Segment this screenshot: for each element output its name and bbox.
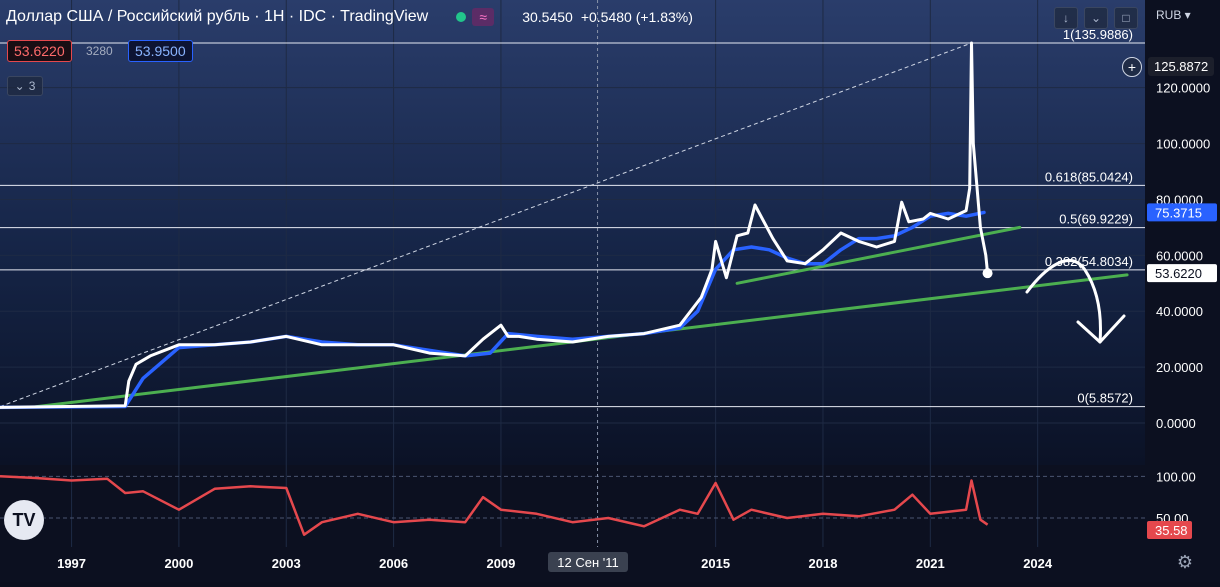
- add-alert-icon[interactable]: +: [1122, 57, 1142, 77]
- arrow-down-icon: ↓: [1063, 11, 1069, 25]
- x-tick-label: 2006: [379, 556, 408, 571]
- rsi-tick-label: 100.00: [1156, 469, 1196, 484]
- crosshair-date-label: 12 Сен '11: [548, 552, 628, 572]
- x-tick-label: 2015: [701, 556, 730, 571]
- rsi-series-line: [0, 475, 989, 536]
- spread-value: 3280: [86, 44, 113, 58]
- x-tick-label: 2024: [1023, 556, 1053, 571]
- last-price-point: [982, 268, 993, 279]
- fib-level-label: 1(135.9886): [1063, 27, 1133, 42]
- quote-value: 30.5450: [522, 9, 573, 25]
- approx-icon[interactable]: ≈: [472, 8, 495, 26]
- y-tick-label: 100.0000: [1156, 137, 1210, 152]
- rsi-value-tag: 35.58: [1155, 523, 1188, 538]
- y-tick-label: 20.0000: [1156, 360, 1203, 375]
- annotation-curve-arrow: [1025, 259, 1102, 344]
- x-tick-label: 2018: [809, 556, 838, 571]
- crosshair-price-label: 125.8872: [1148, 57, 1215, 76]
- maximize-button[interactable]: □: [1114, 7, 1138, 29]
- fib-level-label: 0(5.8572): [1077, 391, 1133, 406]
- y-tick-label: 40.0000: [1156, 304, 1203, 319]
- chart-header: Доллар США / Российский рубль · 1Н · IDC…: [6, 6, 701, 28]
- x-tick-label: 2021: [916, 556, 945, 571]
- x-tick-label: 2000: [164, 556, 193, 571]
- x-tick-label: 2003: [272, 556, 301, 571]
- price-axis-background: [1145, 0, 1220, 582]
- x-tick-label: 1997: [57, 556, 86, 571]
- market-status-icon: [456, 12, 467, 22]
- indicators-count: 3: [28, 79, 36, 93]
- annotation-arrow-head: [1076, 314, 1126, 344]
- sell-price-button[interactable]: 53.6220: [7, 40, 72, 62]
- currency-label: RUB: [1156, 8, 1182, 22]
- gear-icon[interactable]: ⚙: [1176, 551, 1194, 572]
- fib-level-label: 0.618(85.0424): [1045, 169, 1133, 184]
- price-tag-label: 53.6220: [1155, 266, 1202, 281]
- y-tick-label: 0.0000: [1156, 416, 1196, 431]
- trend-line: [735, 225, 1022, 285]
- tradingview-logo[interactable]: TV: [4, 500, 44, 540]
- indicators-toggle-button[interactable]: ⌄ 3: [7, 76, 43, 96]
- symbol-title[interactable]: Доллар США / Российский рубль · 1Н · IDC…: [6, 8, 429, 25]
- rsi-value-tag-box: [1147, 521, 1192, 540]
- x-tick-label: 2009: [486, 556, 515, 571]
- price-tag-label: 75.3715: [1155, 205, 1202, 220]
- move-down-button[interactable]: ↓: [1054, 7, 1078, 29]
- price-tag-box: [1147, 264, 1217, 283]
- currency-selector[interactable]: RUB ▾: [1150, 6, 1197, 24]
- price-series-line: [0, 41, 990, 409]
- chevron-down-icon: ⌄: [1090, 11, 1102, 25]
- maximize-icon: □: [1122, 11, 1130, 25]
- rsi-background: [0, 465, 1145, 547]
- quote-change: +0.5480 (+1.83%): [580, 9, 693, 25]
- fib-trend-line: [0, 42, 972, 408]
- y-tick-label: 120.0000: [1156, 81, 1210, 96]
- price-tag-box: [1147, 203, 1217, 222]
- chevron-down-icon: ▾: [1181, 8, 1191, 22]
- fib-level-label: 0.382(54.8034): [1045, 254, 1133, 269]
- chevron-down-icon: ⌄: [14, 79, 25, 93]
- buy-price-button[interactable]: 53.9500: [128, 40, 193, 62]
- fib-level-label: 0.5(69.9229): [1059, 212, 1133, 227]
- collapse-button[interactable]: ⌄: [1084, 7, 1108, 29]
- y-tick-label: 60.0000: [1156, 248, 1203, 263]
